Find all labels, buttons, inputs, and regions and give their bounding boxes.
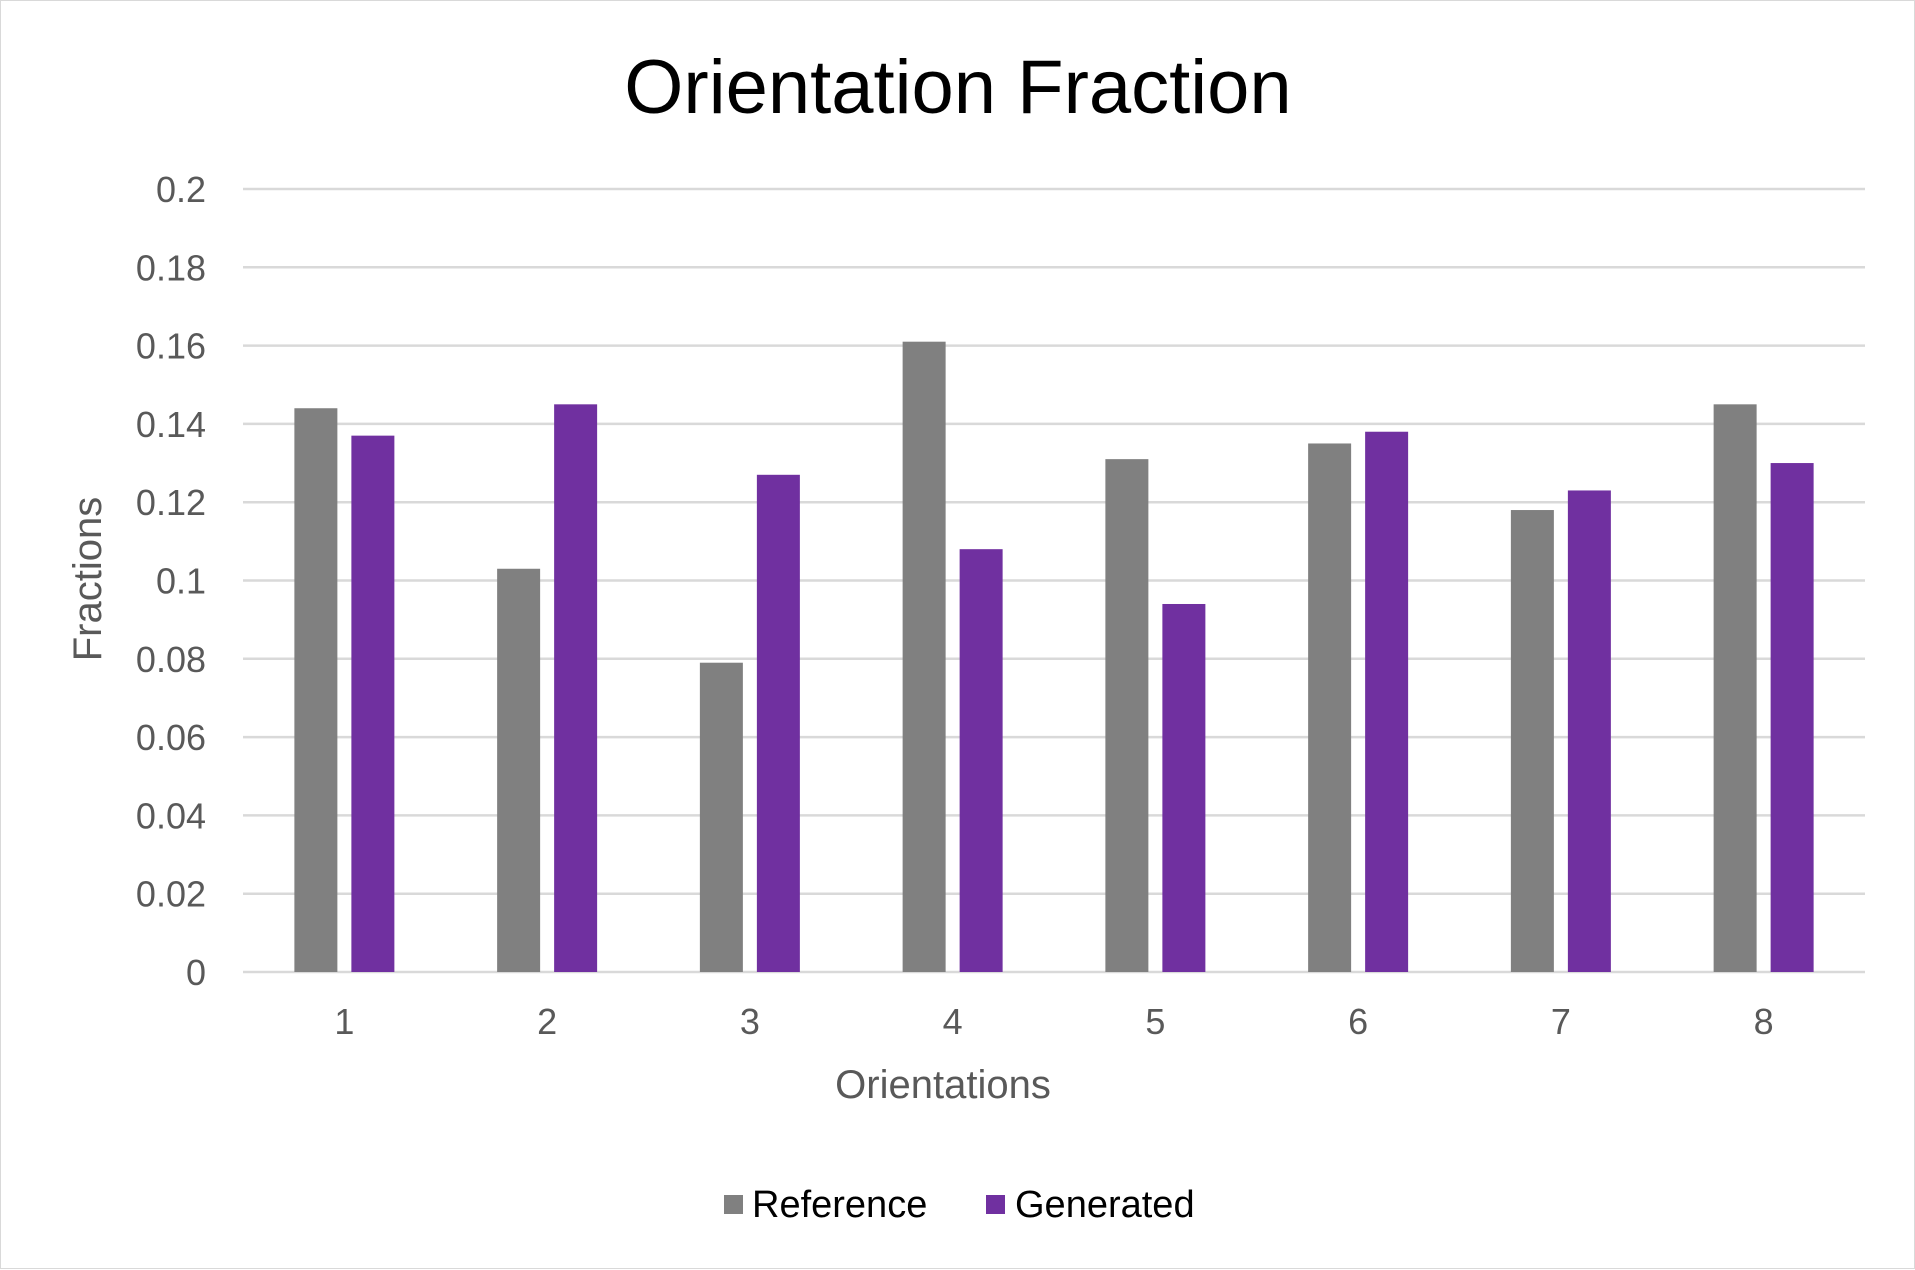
bars	[294, 341, 1814, 973]
y-tick-label: 0.18	[136, 247, 206, 288]
x-axis-tick-labels: 1 2 3 4 5 6 7 8	[334, 1001, 1773, 1042]
bar-reference-8	[1713, 404, 1757, 972]
bar-reference-7	[1510, 510, 1554, 972]
legend-label-generated: Generated	[1015, 1184, 1195, 1226]
bar-reference-5	[1105, 459, 1149, 972]
x-tick-label: 7	[1551, 1001, 1571, 1042]
x-tick-label: 2	[537, 1001, 557, 1042]
bar-reference-1	[294, 408, 338, 972]
y-tick-label: 0.04	[136, 795, 206, 836]
bar-generated-2	[554, 404, 598, 972]
legend-swatch-generated	[986, 1195, 1005, 1214]
y-tick-label: 0.1	[156, 561, 206, 602]
legend-label-reference: Reference	[752, 1184, 927, 1226]
bar-generated-3	[756, 474, 800, 972]
bar-reference-6	[1308, 443, 1352, 973]
x-tick-label: 8	[1754, 1001, 1774, 1042]
y-tick-label: 0.2	[156, 169, 206, 210]
y-tick-label: 0.12	[136, 482, 206, 523]
bar-reference-2	[497, 568, 541, 972]
x-tick-label: 5	[1145, 1001, 1165, 1042]
bar-reference-4	[902, 341, 946, 972]
bar-generated-4	[959, 549, 1003, 972]
legend-swatch-reference	[724, 1195, 743, 1214]
chart-title: Orientation Fraction	[624, 45, 1291, 130]
legend: Reference Generated	[724, 1184, 1195, 1226]
x-tick-label: 6	[1348, 1001, 1368, 1042]
x-tick-label: 3	[740, 1001, 760, 1042]
bar-generated-7	[1567, 490, 1611, 972]
bar-generated-5	[1162, 603, 1206, 972]
y-tick-label: 0.02	[136, 874, 206, 915]
y-tick-label: 0.06	[136, 717, 206, 758]
y-axis-tick-labels: 0 0.02 0.04 0.06 0.08 0.1 0.12 0.14 0.16 0.18 0.2	[136, 169, 206, 993]
x-tick-label: 1	[334, 1001, 354, 1042]
x-tick-label: 4	[943, 1001, 963, 1042]
y-tick-label: 0.08	[136, 639, 206, 680]
x-axis-title: Orientations	[835, 1063, 1051, 1107]
bar-generated-6	[1365, 431, 1409, 973]
y-tick-label: 0.16	[136, 326, 206, 367]
y-axis-title: Fractions	[66, 497, 110, 662]
y-tick-label: 0.14	[136, 404, 206, 445]
bar-generated-8	[1770, 463, 1814, 972]
bar-reference-3	[699, 662, 743, 972]
y-tick-label: 0	[186, 952, 206, 993]
bar-generated-1	[351, 435, 395, 972]
gridlines	[243, 187, 1865, 974]
